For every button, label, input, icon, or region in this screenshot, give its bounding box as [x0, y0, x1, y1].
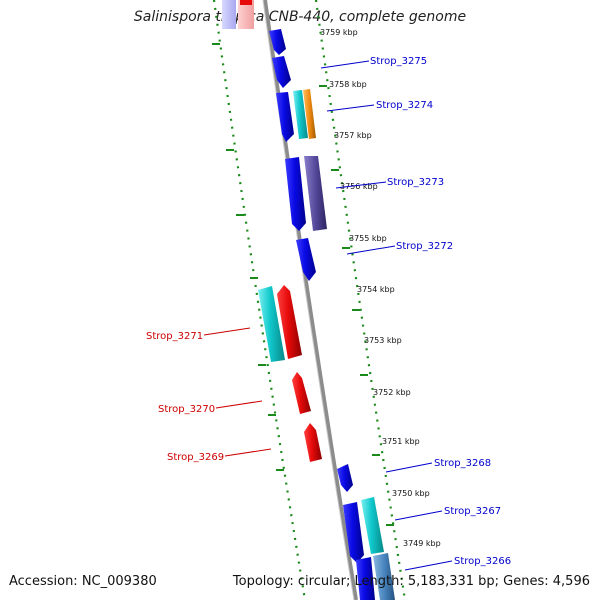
tick-label: 3753 kbp [364, 336, 402, 345]
forward-genes[interactable] [269, 29, 395, 600]
gene-arrow[interactable] [272, 56, 291, 88]
gene-label-strop-3266[interactable]: Strop_3266 [454, 556, 511, 567]
tick-label: 3755 kbp [349, 234, 387, 243]
gene-arrow[interactable] [276, 92, 294, 142]
gene-label-strop-3272[interactable]: Strop_3272 [396, 241, 453, 252]
gene-arrow[interactable] [285, 157, 306, 231]
gene-arrow[interactable] [293, 90, 308, 139]
map-title: Salinispora tropica CNB-440, complete ge… [133, 9, 467, 25]
gene-arrow[interactable] [277, 285, 302, 359]
faded-gene-blue [222, 0, 236, 29]
gene-arrow[interactable] [292, 372, 311, 414]
reverse-genes[interactable] [258, 285, 322, 462]
genome-backbone-highlight [262, 0, 355, 600]
gene-label-strop-3271[interactable]: Strop_3271 [146, 331, 203, 342]
topology-text: Topology: circular; Length: 5,183,331 bp… [232, 574, 590, 589]
genome-backbone [263, 0, 358, 600]
gc-track-inner [212, 0, 307, 600]
gene-label-strop-3268[interactable]: Strop_3268 [434, 458, 491, 469]
gene-arrow[interactable] [296, 238, 316, 281]
tick-label: 3752 kbp [373, 388, 411, 397]
tick-label: 3759 kbp [320, 28, 358, 37]
gene-arrow[interactable] [356, 557, 375, 600]
gene-label-strop-3275[interactable]: Strop_3275 [370, 56, 427, 67]
gene-arrow[interactable] [269, 29, 286, 55]
gc-skew-marks [212, 43, 394, 526]
reverse-gene-labels[interactable]: Strop_3271 Strop_3270 Strop_3269 [146, 327, 272, 463]
tick-label: 3749 kbp [403, 539, 441, 548]
gene-label-strop-3274[interactable]: Strop_3274 [376, 100, 433, 111]
gene-arrow[interactable] [361, 497, 384, 554]
gene-label-strop-3270[interactable]: Strop_3270 [158, 404, 215, 415]
gene-arrow[interactable] [304, 423, 322, 462]
gene-label-strop-3273[interactable]: Strop_3273 [387, 177, 444, 188]
accession-text: Accession: NC_009380 [9, 574, 157, 589]
tick-label: 3757 kbp [334, 131, 372, 140]
gene-arrow[interactable] [258, 286, 285, 362]
kbp-ticks: 3759 kbp 3758 kbp 3757 kbp 3756 kbp 3755… [320, 28, 441, 548]
gene-arrow[interactable] [303, 89, 316, 139]
tick-label: 3754 kbp [357, 285, 395, 294]
gene-label-strop-3267[interactable]: Strop_3267 [444, 506, 501, 517]
gc-track-outer [314, 0, 407, 600]
tick-label: 3756 kbp [340, 182, 378, 191]
gene-arrow[interactable] [343, 502, 364, 563]
gene-arrow[interactable] [337, 464, 353, 492]
gene-arrow[interactable] [304, 156, 327, 231]
tick-label: 3751 kbp [382, 437, 420, 446]
tick-label: 3758 kbp [329, 80, 367, 89]
forward-gene-labels[interactable]: Strop_3275 Strop_3274 Strop_3273 Strop_3… [320, 56, 511, 571]
gene-arrow[interactable] [373, 553, 395, 600]
gene-label-strop-3269[interactable]: Strop_3269 [167, 452, 224, 463]
faded-gene-red [238, 0, 254, 29]
faded-gene-red-core [240, 0, 252, 5]
tick-label: 3750 kbp [392, 489, 430, 498]
